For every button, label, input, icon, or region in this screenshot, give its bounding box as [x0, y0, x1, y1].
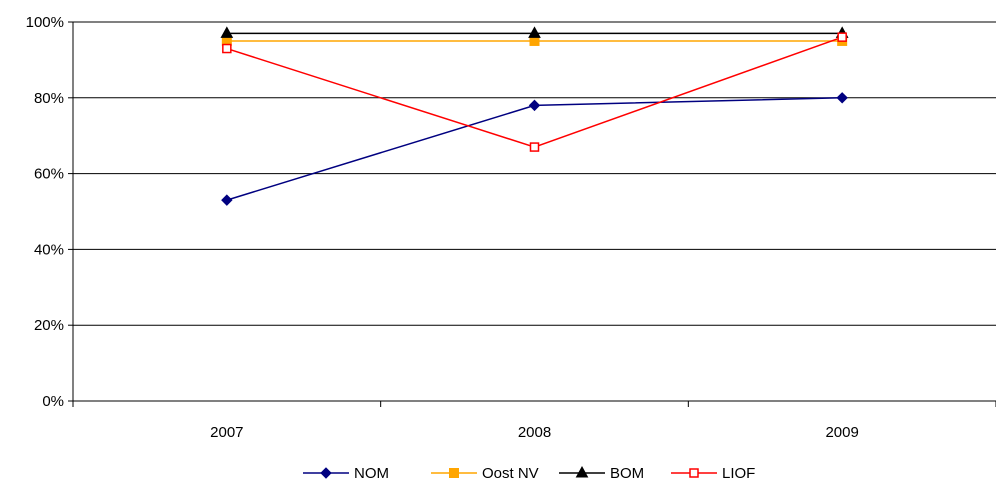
legend-marker-nom: [320, 467, 332, 479]
legend-label: BOM: [610, 465, 644, 482]
legend-item-oost-nv: Oost NV: [431, 465, 539, 482]
data-point-bom: [528, 26, 541, 38]
legend-item-liof: LIOF: [671, 465, 755, 482]
data-point-liof: [837, 32, 847, 42]
legend-label: LIOF: [722, 465, 755, 482]
x-tick-labels: 2007 2008 2009: [210, 424, 859, 441]
x-tick-label: 2009: [825, 424, 858, 441]
data-point-nom: [528, 99, 541, 112]
legend-item-nom: NOM: [303, 465, 389, 482]
legend-label: NOM: [354, 465, 389, 482]
y-tick-label: 0%: [42, 393, 64, 410]
y-tick-label: 60%: [34, 166, 64, 183]
y-tick-labels: 0% 20% 40% 60% 80% 100%: [26, 14, 64, 410]
data-point-bom: [220, 26, 234, 38]
legend-marker-oost-nv: [449, 468, 459, 478]
data-point-nom: [836, 92, 848, 104]
data-point-liof: [529, 142, 540, 152]
x-tick-label: 2007: [210, 424, 243, 441]
gridlines: [73, 21, 996, 326]
y-tick-label: 100%: [26, 14, 64, 31]
y-tick-label: 80%: [34, 90, 64, 107]
legend-marker-liof: [689, 468, 699, 478]
x-tick-label: 2008: [518, 424, 551, 441]
y-tick-label: 20%: [34, 317, 64, 334]
axes: [68, 21, 996, 407]
series-lines: [220, 26, 849, 206]
y-tick-label: 40%: [34, 241, 64, 258]
data-point-nom: [221, 194, 233, 206]
series-line-liof: [226, 36, 843, 148]
data-point-liof: [222, 43, 232, 54]
legend: NOM Oost NV BOM LIOF: [303, 465, 755, 482]
legend-label: Oost NV: [482, 465, 539, 482]
legend-marker-bom: [575, 465, 589, 478]
legend-item-bom: BOM: [559, 465, 644, 482]
